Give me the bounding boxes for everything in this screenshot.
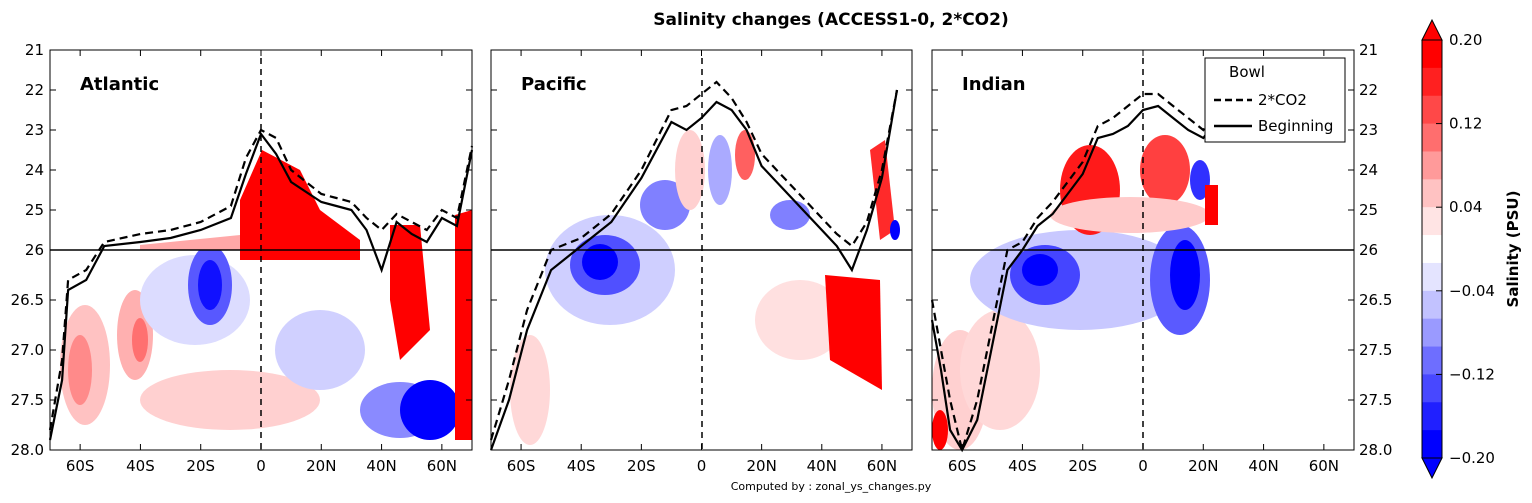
colorbar-tick-label: −0.20 — [1449, 449, 1495, 467]
colorbar-band — [1422, 207, 1442, 236]
x-tick-label: 40S — [567, 457, 596, 475]
x-tick-label: 40N — [807, 457, 837, 475]
pacific-label: Pacific — [521, 74, 587, 95]
axes: 60S 40S 20S 0 20N 40N 60N 60S 40S 20S 0 20N 40N 60N 60… — [11, 41, 1393, 475]
colorbar: 0.20 0.12 0.04 −0.04 −0.12 −0.20 Salinity (PS… — [1421, 18, 1522, 480]
colorbar-band — [1422, 151, 1442, 180]
colorbar-band — [1422, 67, 1442, 97]
y-tick-label-left: 25 — [25, 201, 44, 219]
colorbar-band — [1422, 318, 1442, 348]
pacific-bowl-beginning — [489, 89, 899, 451]
colorbar-band — [1422, 262, 1442, 292]
y-tick-label-left: 24 — [25, 161, 44, 179]
y-tick-label-left: 27.0 — [11, 341, 44, 359]
x-tick-label: 60S — [948, 457, 977, 475]
legend-title: Bowl — [1229, 63, 1265, 81]
colorbar-tick-label: −0.12 — [1449, 365, 1495, 383]
atlantic-bowl-beginning — [48, 131, 474, 441]
colorbar-band — [1422, 179, 1442, 208]
x-tick-label: 60N — [867, 457, 897, 475]
y-tick-label-right: 21 — [1359, 41, 1378, 59]
y-tick-label-right: 28.0 — [1359, 441, 1392, 459]
pacific-bowl-2co2 — [489, 80, 899, 441]
indian-field — [932, 135, 1218, 450]
y-tick-label-left: 21 — [25, 41, 44, 59]
colorbar-tick-label: 0.12 — [1449, 115, 1482, 133]
x-tick-label: 20S — [627, 457, 656, 475]
x-tick-label: 0 — [256, 457, 266, 475]
indian-bowl-2co2 — [930, 92, 1220, 455]
x-tick-label: 60N — [1309, 457, 1339, 475]
y-tick-label-right: 23 — [1359, 121, 1378, 139]
y-tick-label-right: 25 — [1359, 201, 1378, 219]
colorbar-band — [1422, 374, 1442, 403]
y-tick-label-left: 26.5 — [11, 291, 44, 309]
indian-label: Indian — [962, 74, 1026, 95]
y-tick-label-left: 23 — [25, 121, 44, 139]
atlantic-field — [60, 150, 472, 450]
x-tick-label: 60S — [66, 457, 95, 475]
legend-entry-beginning: Beginning — [1258, 117, 1333, 135]
x-tick-label: 20S — [186, 457, 215, 475]
atlantic-label: Atlantic — [80, 74, 159, 95]
y-tick-label-right: 26.5 — [1359, 291, 1392, 309]
y-tick-label-right: 24 — [1359, 161, 1378, 179]
colorbar-label: Salinity (PSU) — [1504, 191, 1522, 308]
y-tick-label-left: 27.5 — [11, 391, 44, 409]
x-tick-label: 0 — [697, 457, 707, 475]
colorbar-band — [1422, 402, 1442, 431]
colorbar-tick-label: 0.04 — [1449, 198, 1482, 216]
colorbar-band — [1422, 430, 1442, 459]
x-tick-label: 40N — [366, 457, 396, 475]
atlantic-bowl-2co2 — [48, 128, 474, 431]
y-tick-label-right: 27.5 — [1359, 391, 1392, 409]
colorbar-band — [1422, 235, 1442, 264]
x-tick-label: 20N — [1188, 457, 1218, 475]
colorbar-band — [1422, 290, 1442, 320]
x-tick-label: 20N — [306, 457, 336, 475]
y-tick-label-right: 22 — [1359, 81, 1378, 99]
colorbar-bottom-arrow — [1421, 457, 1443, 480]
colorbar-top-arrow — [1421, 18, 1443, 41]
pacific-field — [510, 130, 900, 445]
colorbar-band — [1422, 95, 1442, 125]
y-tick-label-left: 26 — [25, 241, 44, 259]
x-tick-label: 60S — [507, 457, 536, 475]
x-tick-label: 40N — [1248, 457, 1278, 475]
legend: Bowl 2*CO2 Beginning — [1204, 57, 1346, 143]
y-tick-label-right: 26 — [1359, 241, 1378, 259]
legend-entry-2co2: 2*CO2 — [1258, 91, 1307, 109]
x-tick-label: 40S — [126, 457, 155, 475]
x-tick-label: 40S — [1008, 457, 1037, 475]
colorbar-band — [1422, 123, 1442, 152]
x-tick-label: 0 — [1138, 457, 1148, 475]
colorbar-band — [1422, 40, 1442, 69]
x-tick-label: 20N — [746, 457, 776, 475]
y-tick-label-left: 22 — [25, 81, 44, 99]
panel-indian: Indian Bowl 2*CO2 Beginning — [930, 49, 1355, 455]
footer-text: Computed by : zonal_ys_changes.py — [731, 480, 932, 493]
colorbar-tick-label: −0.04 — [1449, 282, 1495, 300]
colorbar-tick-label: 0.20 — [1449, 31, 1482, 49]
panel-atlantic: Atlantic — [48, 49, 474, 451]
y-tick-label-left: 28.0 — [11, 441, 44, 459]
y-tick-label-right: 27.5 — [1359, 341, 1392, 359]
chart-title: Salinity changes (ACCESS1-0, 2*CO2) — [653, 10, 1008, 30]
x-tick-label: 20S — [1068, 457, 1097, 475]
colorbar-band — [1422, 346, 1442, 375]
x-tick-label: 60N — [427, 457, 457, 475]
panel-pacific: Pacific — [489, 49, 913, 451]
